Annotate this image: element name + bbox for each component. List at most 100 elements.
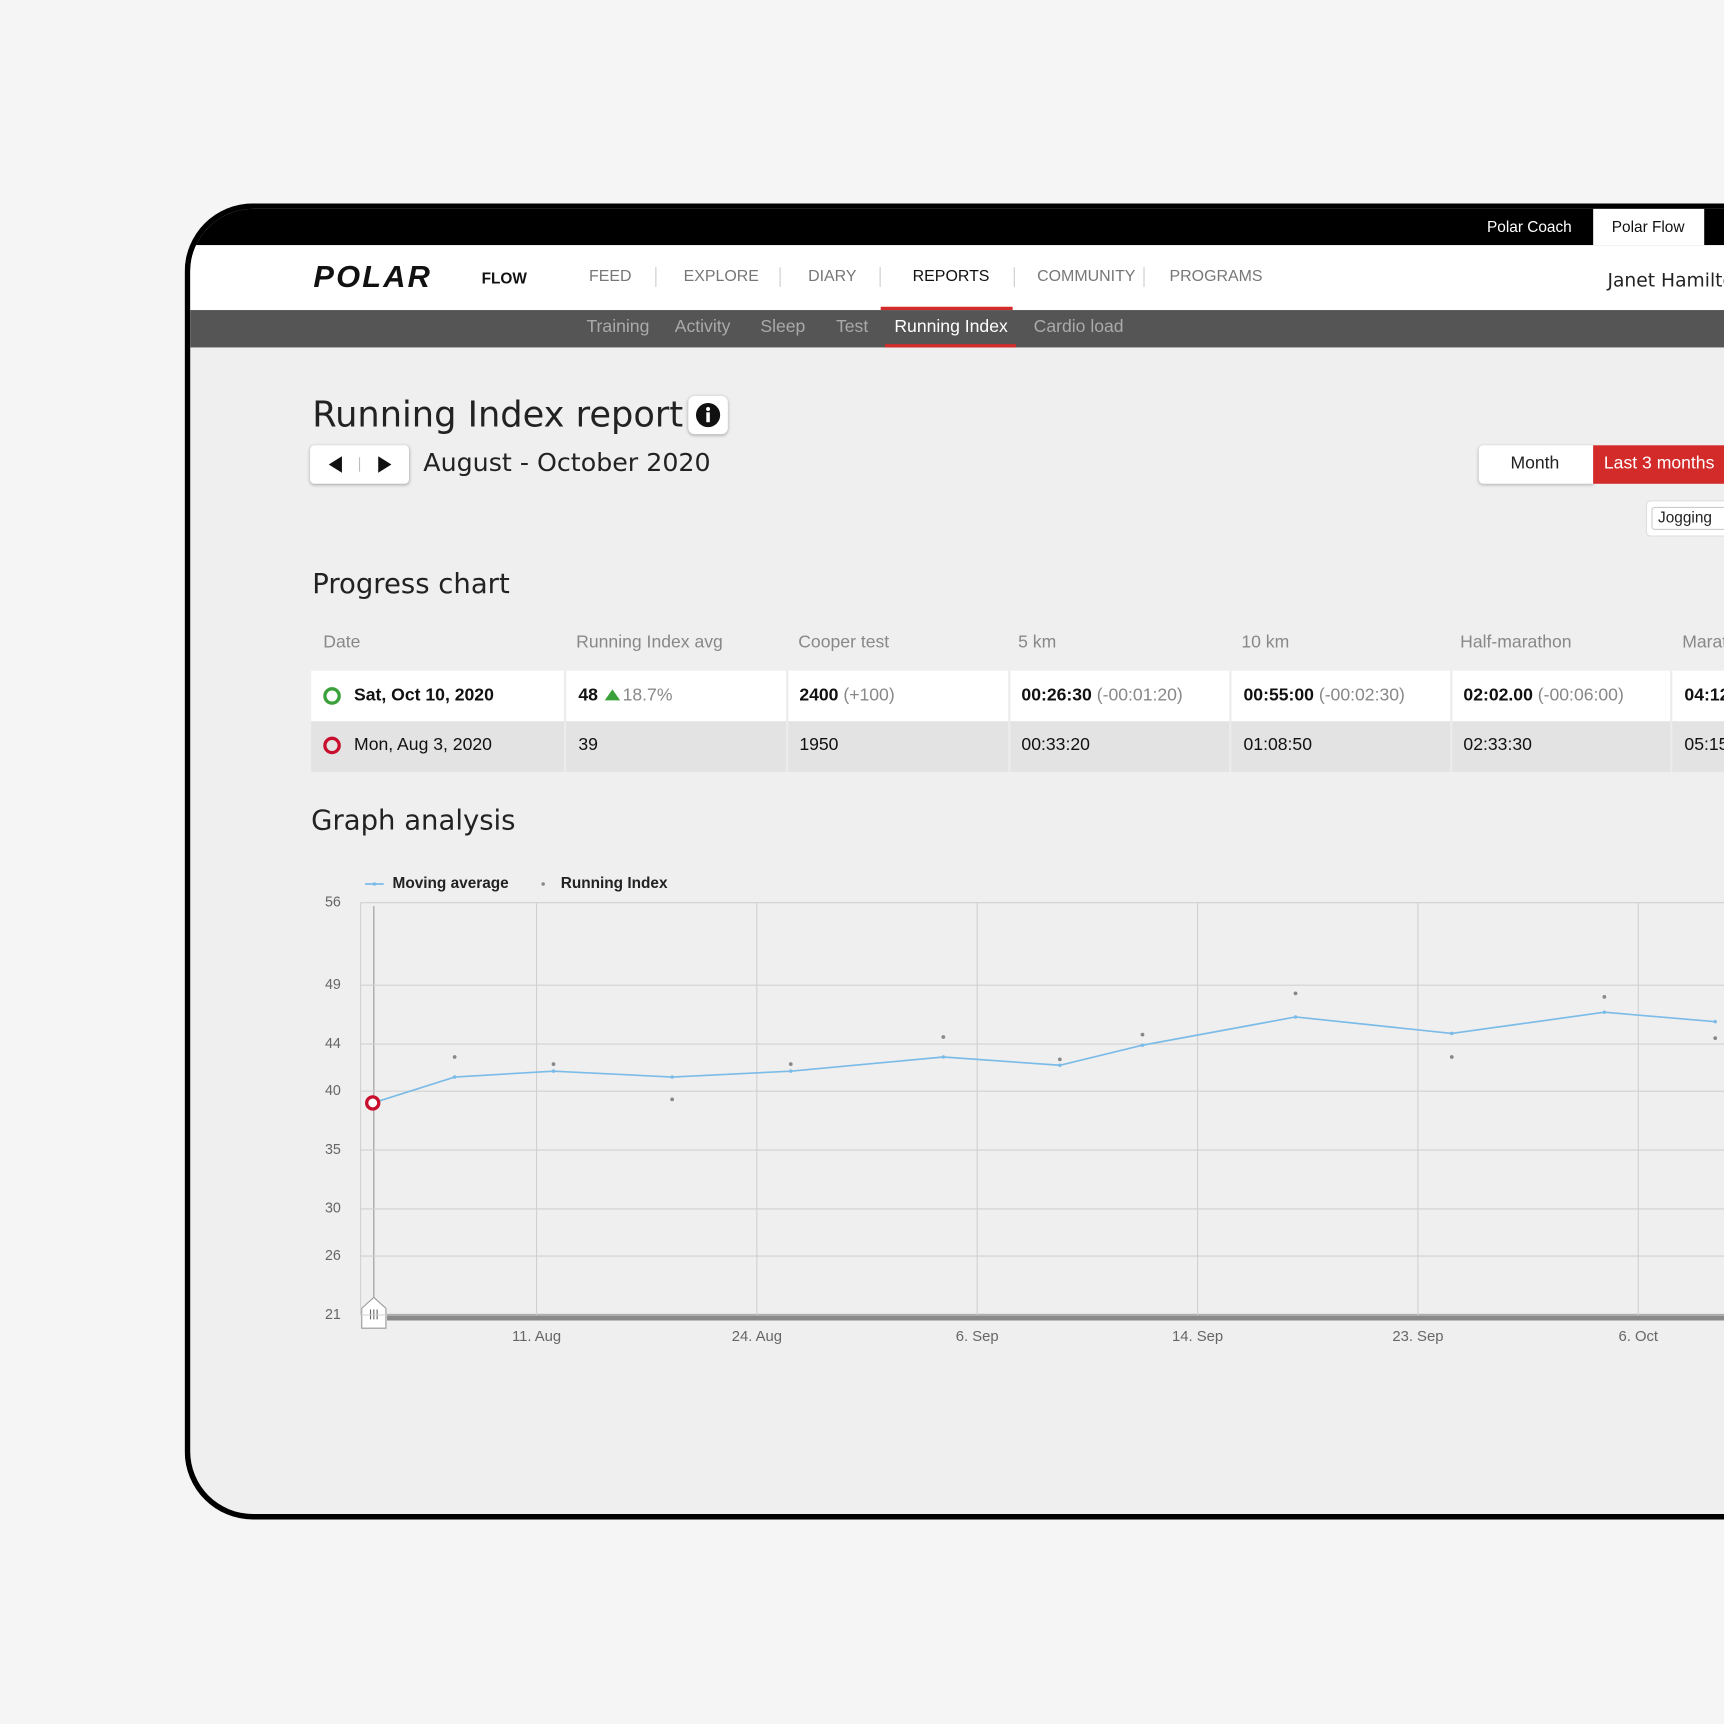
moving-average-point: [1713, 1019, 1717, 1024]
running-index-point: [1293, 991, 1298, 996]
subnav-item[interactable]: Training: [586, 317, 650, 337]
month-button[interactable]: [1478, 445, 1594, 484]
row-date: Sat, Oct 10, 2020: [354, 686, 494, 705]
subnav-item[interactable]: Test: [835, 317, 869, 337]
nav-item[interactable]: FEED: [588, 268, 632, 286]
column-header: 10 km: [1241, 633, 1290, 652]
y-tick-label: 30: [325, 1201, 341, 1217]
subnav-item[interactable]: Running Index: [894, 317, 1008, 337]
subnav-item[interactable]: Activity: [674, 317, 731, 337]
column-separator: [564, 670, 567, 772]
column-separator: [1229, 670, 1232, 772]
y-tick-label: 35: [325, 1142, 341, 1158]
nav-item[interactable]: REPORTS: [912, 268, 990, 286]
nav-item[interactable]: PROGRAMS: [1169, 268, 1263, 286]
running-index-point: [1602, 995, 1607, 999]
chart: 21 26 30 35 40 44 49 56 11. Aug 24. Aug 6. Sep 14. …: [325, 875, 1724, 1345]
y-tick-label: 56: [325, 894, 341, 910]
column-header: Cooper test: [798, 633, 890, 652]
column-header: 5 km: [1018, 633, 1057, 652]
logo[interactable]: POLAR: [313, 259, 433, 294]
running-index-point: [941, 1035, 946, 1039]
cell-delta: (+100): [843, 686, 895, 705]
legend-swatch: [372, 882, 377, 886]
section-title: Graph analysis: [311, 804, 516, 837]
cell-value: 00:33:20: [1021, 735, 1090, 755]
cell-value: 39: [578, 735, 598, 755]
moving-average-line: [372, 1011, 1716, 1104]
tab-active[interactable]: [1593, 208, 1705, 246]
running-index-point: [670, 1097, 675, 1102]
nav-item[interactable]: DIARY: [808, 268, 857, 286]
row-date: Mon, Aug 3, 2020: [354, 735, 492, 755]
range-button[interactable]: Month: [1510, 454, 1560, 473]
column-header: Date: [323, 633, 361, 652]
nav-bar: [190, 245, 1724, 311]
table-cell: 02:33:30: [1463, 735, 1532, 755]
sport-dropdown[interactable]: [1645, 500, 1724, 537]
scrollbar[interactable]: [387, 1313, 1724, 1321]
range-button-active[interactable]: [1593, 445, 1724, 484]
cell-value: 01:08:50: [1243, 735, 1313, 755]
cell-value: 02:33:30: [1463, 735, 1532, 755]
table-row-2: [311, 721, 1724, 772]
cell-value: 2400: [799, 686, 839, 705]
nav-separator: [1143, 267, 1145, 287]
user-name[interactable]: Janet Hamilton: [1607, 269, 1724, 292]
cell-delta: (-00:06:00): [1537, 686, 1624, 705]
column-separator: [1450, 670, 1453, 772]
column-separator: [786, 670, 789, 772]
y-tick-label: 26: [325, 1248, 341, 1264]
table-cell: 01:08:50: [1243, 735, 1313, 755]
moving-average-point: [551, 1069, 556, 1073]
x-tick-label: 6. Sep: [956, 1329, 999, 1345]
table-cell: 39: [578, 735, 598, 755]
sub-nav: [190, 310, 1724, 348]
table-cell: 1950: [799, 735, 839, 755]
running-index-point: [452, 1055, 457, 1059]
cell-delta: (-00:02:30): [1318, 686, 1405, 705]
cell-value: 00:26:30: [1021, 686, 1092, 705]
column-separator: [1008, 670, 1011, 772]
section-title: Progress chart: [312, 567, 510, 600]
dropdown-inner: [1651, 506, 1724, 530]
page-title: Running Index report: [312, 393, 684, 436]
row-marker: [323, 687, 341, 705]
top-bar: [190, 208, 1724, 246]
running-index-point: [1713, 1036, 1718, 1041]
moving-average-point: [789, 1069, 793, 1073]
y-tick-label: 44: [325, 1036, 341, 1052]
y-tick-label: 49: [325, 977, 341, 993]
start-marker: [365, 1095, 381, 1111]
nav-item[interactable]: COMMUNITY: [1037, 268, 1136, 286]
table-cell: 00:55:00 (-00:02:30): [1244, 687, 1405, 705]
table-cell: 48 18.7%: [578, 687, 672, 705]
subnav-item[interactable]: Sleep: [760, 317, 806, 337]
arrows: [328, 456, 392, 473]
cell-value: 00:55:00: [1243, 686, 1314, 705]
subnav-item[interactable]: Cardio load: [1033, 317, 1124, 337]
legend-swatch: [541, 882, 545, 886]
cell-value: 04:12: [1684, 686, 1724, 705]
product-name: FLOW: [481, 269, 527, 287]
column-header: Marathon: [1682, 633, 1724, 652]
cell-value: 1950: [799, 735, 839, 755]
nav-underline: [880, 306, 1013, 311]
nav-item[interactable]: EXPLORE: [683, 268, 759, 286]
x-tick-label: 6. Oct: [1618, 1329, 1658, 1345]
info-button[interactable]: [688, 395, 728, 435]
top-link[interactable]: Polar Flow: [1611, 217, 1685, 236]
table-cell: 2400 (+100): [799, 687, 894, 705]
cell-delta: (-00:01:20): [1096, 686, 1183, 705]
top-link[interactable]: Polar Coach: [1487, 217, 1572, 236]
x-tick-label: 14. Sep: [1172, 1329, 1223, 1345]
period-nav[interactable]: [310, 445, 410, 484]
nav-separator: [779, 267, 781, 287]
range-button[interactable]: Last 3 months: [1603, 454, 1715, 473]
y-tick-label: 40: [325, 1083, 341, 1099]
y-tick-label: 21: [325, 1307, 341, 1323]
table-cell: 02:02.00 (-00:06:00): [1463, 687, 1623, 705]
sport-label[interactable]: Jogging: [1658, 507, 1712, 526]
